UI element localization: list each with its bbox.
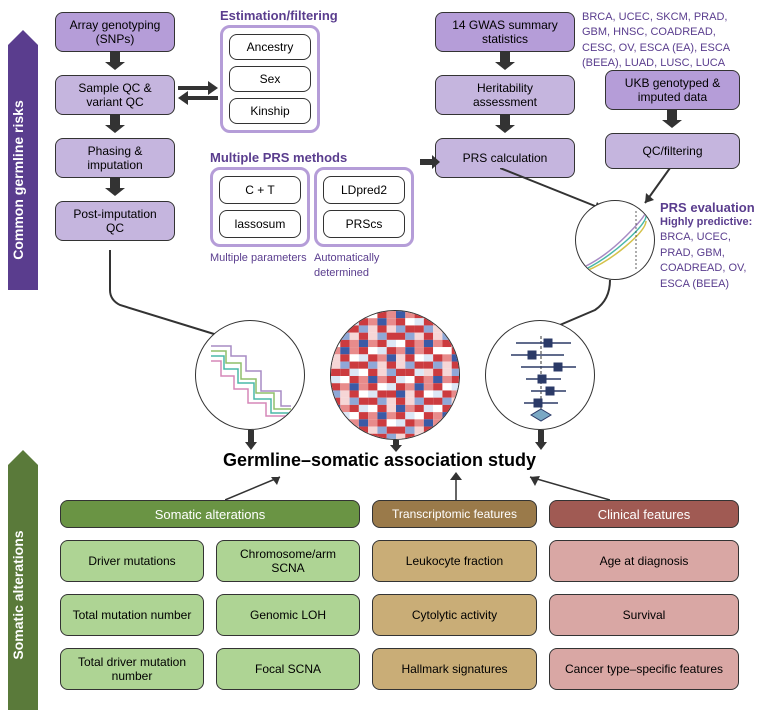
box-ukb-qc: QC/filtering xyxy=(605,133,740,169)
box-cancer-type: Cancer type–specific features xyxy=(549,648,739,690)
box-total-driver: Total driver mutation number xyxy=(60,648,204,690)
circle-forest xyxy=(485,320,595,430)
arrow-down-c1 xyxy=(245,430,257,450)
gwas-abbreviations: BRCA, UCEC, SKCM, PRAD, GBM, HNSC, COADR… xyxy=(582,10,752,72)
box-ukb: UKB genotyped & imputed data xyxy=(605,70,740,110)
box-prscs: PRScs xyxy=(323,210,405,238)
estimation-title: Estimation/filtering xyxy=(220,8,338,23)
prs-eval-subtitle: Highly predictive: xyxy=(660,215,755,230)
prs-eval-list: BRCA, UCEC, PRAD, GBM, COADREAD, OV, ESC… xyxy=(660,230,755,292)
arrow-bidir xyxy=(178,78,218,108)
header-somatic: Somatic alterations xyxy=(60,500,360,528)
arrow-up-clinical xyxy=(520,472,610,500)
box-focal-scna: Focal SCNA xyxy=(216,648,360,690)
arrow-down-g1 xyxy=(435,52,575,70)
svg-text:Somatic alterations: Somatic alterations xyxy=(10,530,26,659)
arrow-up-trans xyxy=(450,472,462,500)
box-driver-mut: Driver mutations xyxy=(60,540,204,582)
arrow-down-1 xyxy=(55,52,175,70)
box-chr-scna: Chromosome/arm SCNA xyxy=(216,540,360,582)
box-hallmark: Hallmark signatures xyxy=(372,648,537,690)
box-post-qc: Post-imputation QC xyxy=(55,201,175,241)
box-leukocyte: Leukocyte fraction xyxy=(372,540,537,582)
box-survival: Survival xyxy=(549,594,739,636)
prs-methods-title: Multiple PRS methods xyxy=(210,150,414,165)
arrow-down-c2 xyxy=(390,440,402,452)
box-genotyping: Array genotyping (SNPs) xyxy=(55,12,175,52)
box-phasing: Phasing & imputation xyxy=(55,138,175,178)
prs-eval-circle xyxy=(575,200,655,280)
box-lasso: lassosum xyxy=(219,210,301,238)
arrow-down-3 xyxy=(55,178,175,196)
circle-heatmap xyxy=(330,310,460,440)
box-sample-qc: Sample QC & variant QC xyxy=(55,75,175,115)
arrow-down-u1 xyxy=(605,110,740,128)
main-title: Germline–somatic association study xyxy=(0,450,759,471)
circle-km xyxy=(195,320,305,430)
box-sex: Sex xyxy=(229,66,311,92)
box-cytolytic: Cytolytic activity xyxy=(372,594,537,636)
svg-text:Common germline risks: Common germline risks xyxy=(10,100,26,260)
box-heritability: Heritability assessment xyxy=(435,75,575,115)
arrow-right-prs xyxy=(420,155,440,169)
side-arrow-top: Common germline risks xyxy=(8,30,38,290)
arrow-up-somatic xyxy=(225,472,295,500)
box-ct: C + T xyxy=(219,176,301,204)
arrow-down-c3 xyxy=(535,430,547,450)
box-total-mut: Total mutation number xyxy=(60,594,204,636)
auto-label: Automatically determined xyxy=(314,251,414,282)
box-age: Age at diagnosis xyxy=(549,540,739,582)
box-ldpred: LDpred2 xyxy=(323,176,405,204)
arrow-down-g2 xyxy=(435,115,575,133)
header-transcriptomic: Transcriptomic features xyxy=(372,500,537,528)
box-loh: Genomic LOH xyxy=(216,594,360,636)
box-kinship: Kinship xyxy=(229,98,311,124)
header-clinical: Clinical features xyxy=(549,500,739,528)
box-gwas: 14 GWAS summary statistics xyxy=(435,12,575,52)
arrow-down-2 xyxy=(55,115,175,133)
box-ancestry: Ancestry xyxy=(229,34,311,60)
prs-eval-title: PRS evaluation xyxy=(660,200,755,215)
side-arrow-bottom: Somatic alterations xyxy=(8,450,38,710)
